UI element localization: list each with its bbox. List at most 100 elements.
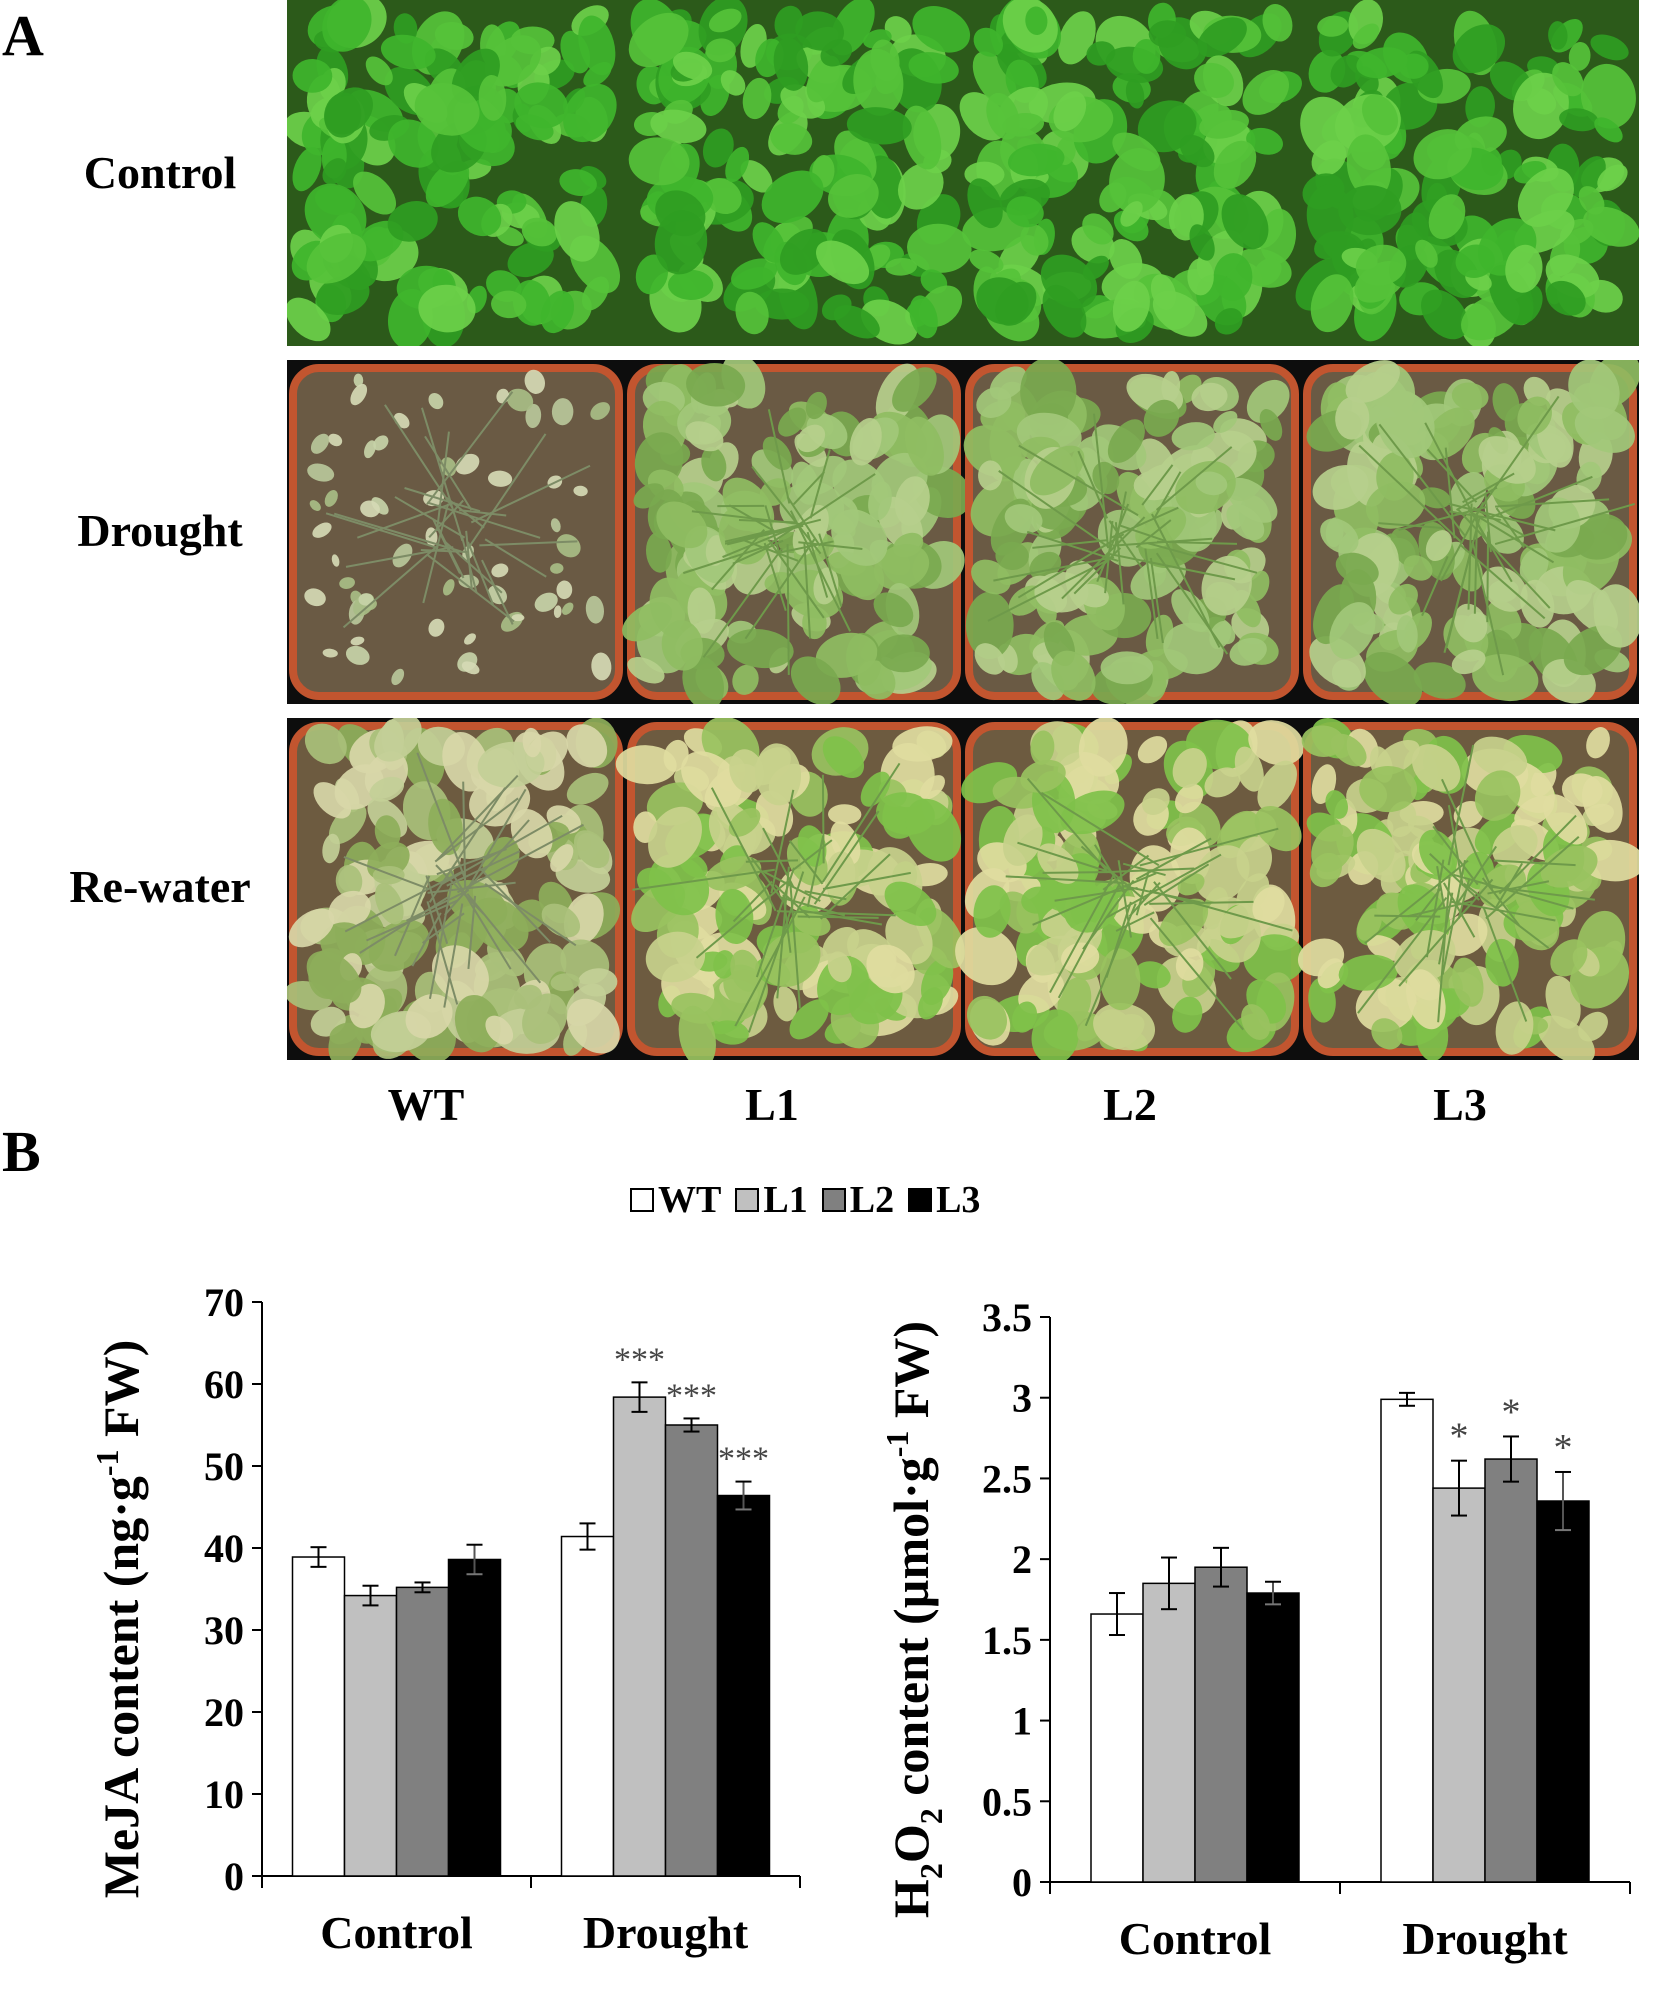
leaf bbox=[1189, 224, 1215, 261]
leaf bbox=[521, 217, 558, 247]
leaf bbox=[892, 367, 937, 412]
stem bbox=[1143, 863, 1210, 906]
leaf bbox=[1481, 566, 1528, 612]
leaf bbox=[1197, 17, 1247, 58]
leaf bbox=[1252, 886, 1285, 924]
leaf bbox=[1025, 6, 1048, 36]
leaf bbox=[1330, 733, 1367, 767]
bar-l3-control bbox=[447, 1558, 502, 1877]
stem bbox=[1442, 882, 1476, 938]
leaf bbox=[1411, 744, 1461, 792]
stem bbox=[427, 554, 515, 623]
stem bbox=[1141, 464, 1174, 506]
stem bbox=[1032, 539, 1108, 549]
stem bbox=[1447, 805, 1464, 886]
leaf bbox=[1472, 736, 1528, 778]
leaf bbox=[1413, 129, 1472, 180]
leaf bbox=[965, 591, 1014, 660]
legend-item-l3: L3 bbox=[908, 1178, 980, 1222]
stem bbox=[422, 503, 450, 604]
leaf bbox=[1172, 747, 1207, 788]
significance-label: * bbox=[1502, 1391, 1521, 1433]
leaf bbox=[1213, 253, 1253, 301]
leaf bbox=[1020, 223, 1049, 256]
leaf bbox=[1371, 1018, 1403, 1050]
leaf bbox=[292, 146, 322, 192]
stem bbox=[1135, 837, 1212, 881]
stem bbox=[333, 512, 462, 553]
y-tick-label: 40 bbox=[204, 1526, 244, 1571]
y-tick-label: 0 bbox=[224, 1854, 244, 1899]
leaf bbox=[1135, 961, 1171, 989]
stem bbox=[770, 789, 795, 894]
leaf bbox=[1492, 825, 1538, 867]
chart-h2o2-content: 0 0.5 1 1.5 2 2.5 3 3.5 Control Drought * * * H2O2 co… bbox=[879, 1295, 1631, 1964]
leaf bbox=[457, 196, 502, 237]
leaf bbox=[550, 518, 561, 533]
leaf bbox=[380, 34, 436, 70]
leaf bbox=[1582, 776, 1623, 833]
leaf bbox=[387, 201, 438, 242]
leaf bbox=[827, 951, 852, 983]
stem bbox=[459, 509, 507, 517]
stem bbox=[744, 537, 816, 640]
leaf bbox=[1454, 603, 1488, 643]
stem bbox=[1378, 522, 1444, 530]
stem bbox=[1451, 900, 1556, 922]
leaf bbox=[820, 39, 853, 67]
leaf bbox=[1452, 24, 1506, 74]
stem bbox=[1364, 859, 1469, 945]
leaf bbox=[1201, 555, 1252, 616]
stem bbox=[1374, 914, 1441, 918]
legend-swatch-l1 bbox=[735, 1188, 760, 1212]
leaf bbox=[484, 35, 542, 87]
leaf bbox=[1253, 257, 1282, 286]
legend-swatch-wt bbox=[630, 1188, 654, 1212]
stem bbox=[1378, 423, 1466, 537]
leaf bbox=[963, 425, 1022, 478]
leaf bbox=[590, 402, 610, 420]
leaf bbox=[672, 51, 713, 80]
leaf bbox=[720, 70, 746, 96]
leaf bbox=[1310, 274, 1354, 333]
leaf bbox=[731, 258, 778, 290]
leaf bbox=[1546, 280, 1586, 316]
stem bbox=[786, 544, 790, 675]
leaf bbox=[828, 804, 862, 825]
leaf bbox=[1568, 360, 1620, 420]
leaf bbox=[1199, 109, 1249, 139]
column-label-l2: L2 bbox=[1103, 1079, 1157, 1130]
leaf bbox=[328, 890, 371, 929]
leaf bbox=[894, 476, 930, 526]
leaf bbox=[1246, 127, 1283, 155]
stem bbox=[806, 531, 829, 598]
leaf bbox=[1179, 134, 1215, 168]
leaf bbox=[897, 163, 944, 210]
leaf bbox=[350, 636, 365, 646]
stem bbox=[763, 871, 821, 902]
stem bbox=[820, 853, 891, 920]
leaf bbox=[1513, 72, 1569, 140]
leaf bbox=[654, 210, 708, 275]
stem bbox=[394, 496, 466, 539]
stem bbox=[1104, 520, 1114, 594]
bar-l1-control bbox=[343, 1594, 398, 1877]
stem bbox=[1017, 841, 1114, 875]
leaf bbox=[491, 290, 527, 319]
significance-label: *** bbox=[718, 1441, 769, 1478]
stem bbox=[774, 884, 811, 919]
leaf bbox=[849, 417, 882, 466]
legend-swatch-l3 bbox=[908, 1188, 933, 1212]
leaf bbox=[779, 228, 828, 275]
leaf bbox=[469, 897, 529, 952]
leaf bbox=[1003, 814, 1043, 866]
leaf bbox=[1137, 736, 1168, 764]
leaf bbox=[726, 628, 794, 669]
leaf bbox=[1187, 258, 1214, 296]
stem bbox=[1441, 860, 1466, 975]
leaf bbox=[1485, 938, 1519, 987]
stem bbox=[1462, 472, 1515, 504]
leaf bbox=[559, 169, 597, 196]
leaf bbox=[1229, 637, 1267, 666]
row-label-drought: Drought bbox=[77, 505, 243, 556]
